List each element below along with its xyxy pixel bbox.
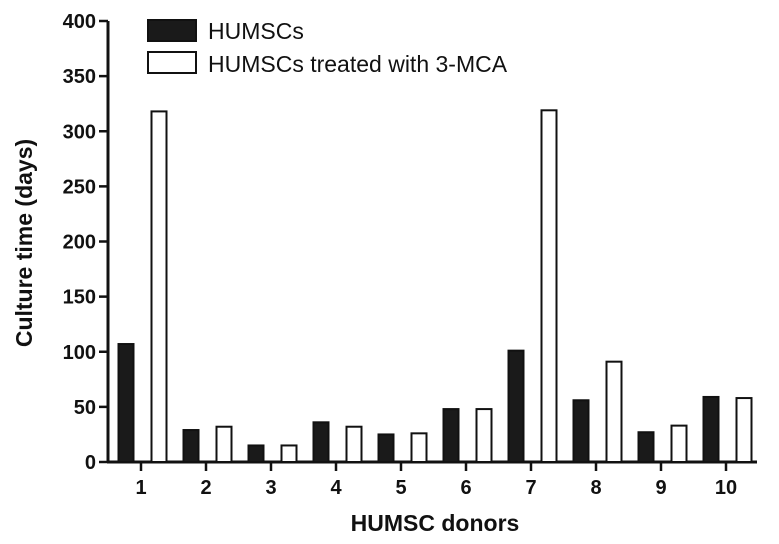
- y-tick-label: 250: [63, 176, 96, 198]
- bar-humscs-3mca: [345, 425, 363, 463]
- x-tick-label: 9: [655, 477, 666, 499]
- y-ticks: 0 50 100 150 200 250 300 350 400: [63, 11, 108, 474]
- bar-humscs-3mca: [150, 110, 168, 463]
- bar-humscs: [507, 349, 525, 463]
- bar-humscs: [442, 408, 460, 463]
- y-axis-title: Culture time (days): [11, 139, 37, 347]
- bar-humscs-3mca: [605, 360, 623, 463]
- bar-humscs: [247, 444, 265, 463]
- legend: HUMSCs HUMSCs treated with 3-MCA: [147, 18, 508, 77]
- axes: [106, 21, 757, 464]
- bar-humscs: [637, 431, 655, 464]
- x-tick-label: 6: [460, 477, 471, 499]
- x-tick-label: 5: [395, 477, 406, 499]
- bar-humscs-3mca: [410, 432, 428, 463]
- legend-swatch-treated: [147, 51, 197, 74]
- x-tick-label: 3: [265, 477, 276, 499]
- bar-humscs: [377, 433, 395, 463]
- bar-humscs: [117, 343, 135, 463]
- bar-humscs-3mca: [540, 109, 558, 464]
- bar-humscs: [182, 429, 200, 463]
- x-tick-label: 8: [590, 477, 601, 499]
- y-tick-label: 100: [63, 342, 96, 364]
- bar-humscs: [702, 395, 720, 464]
- legend-label-humscs: HUMSCs: [208, 18, 304, 44]
- y-tick-label: 400: [63, 11, 96, 33]
- x-ticks: 1 2 3 4 5 6 7 8 9 10: [135, 462, 737, 499]
- bar-humscs-3mca: [475, 408, 493, 463]
- x-tick-label: 1: [135, 477, 146, 499]
- y-tick-label: 300: [63, 121, 96, 143]
- x-tick-label: 10: [715, 477, 737, 499]
- y-tick-label: 350: [63, 66, 96, 88]
- y-tick-label: 150: [63, 287, 96, 309]
- y-tick-label: 50: [74, 397, 96, 419]
- legend-swatch-humscs: [147, 19, 197, 42]
- y-tick-label: 0: [85, 452, 96, 474]
- bar-humscs: [572, 399, 590, 464]
- bars: [117, 109, 753, 464]
- x-tick-label: 4: [330, 477, 342, 499]
- y-tick-label: 200: [63, 232, 96, 254]
- bar-humscs-3mca: [735, 397, 753, 463]
- bar-humscs-3mca: [670, 424, 688, 463]
- x-axis-title: HUMSC donors: [351, 510, 520, 536]
- legend-label-treated: HUMSCs treated with 3-MCA: [208, 51, 508, 77]
- x-tick-label: 2: [200, 477, 211, 499]
- bar-humscs-3mca: [215, 425, 233, 463]
- bar-humscs-3mca: [280, 444, 298, 463]
- bar-humscs: [312, 421, 330, 463]
- x-tick-label: 7: [525, 477, 536, 499]
